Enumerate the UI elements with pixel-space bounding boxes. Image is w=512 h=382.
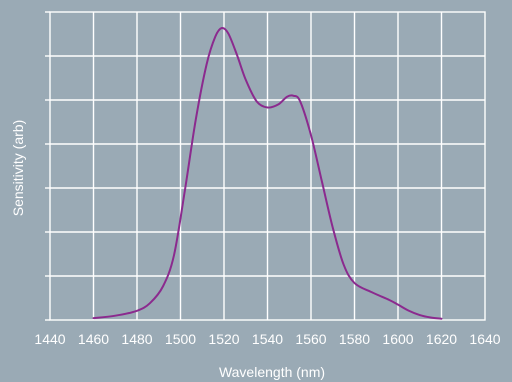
x-tick-label: 1440	[34, 331, 65, 347]
sensitivity-curve	[92, 26, 443, 320]
axes-frame	[45, 11, 486, 321]
y-axis-title: Sensitivity (arb)	[10, 120, 26, 216]
grid	[50, 12, 485, 320]
series	[92, 26, 443, 320]
x-tick-label: 1500	[165, 331, 196, 347]
x-tick-label: 1600	[382, 331, 413, 347]
x-tick-label: 1640	[469, 331, 500, 347]
x-axis-title: Wavelength (nm)	[219, 364, 325, 380]
x-tick-label: 1520	[208, 331, 239, 347]
x-tick-label: 1580	[339, 331, 370, 347]
x-tick-labels: 1440 1460 1480 1500 1520 1540 1560 1580 1600 1620…	[34, 331, 500, 347]
x-tick-label: 1460	[78, 331, 109, 347]
x-tick-label: 1560	[295, 331, 326, 347]
x-tick-label: 1540	[252, 331, 283, 347]
plot-frame	[49, 11, 486, 321]
x-tick-label: 1620	[426, 331, 457, 347]
x-tick-label: 1480	[121, 331, 152, 347]
